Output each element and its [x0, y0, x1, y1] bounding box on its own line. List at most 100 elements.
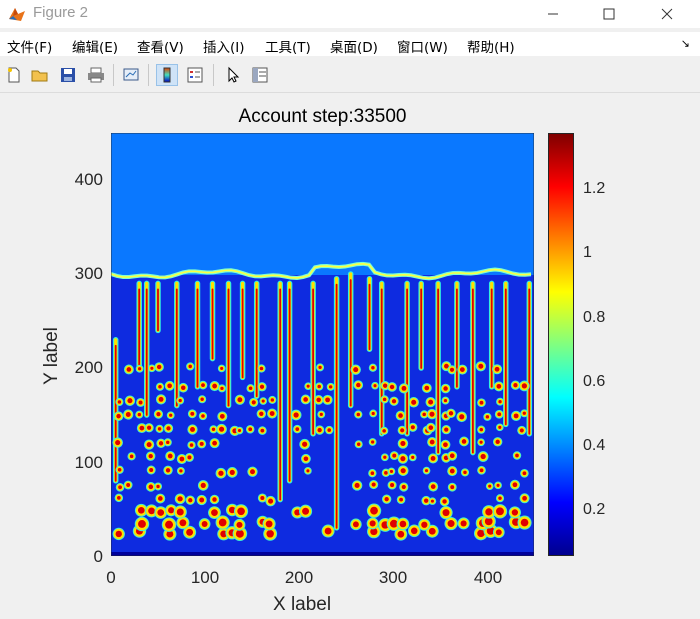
heatmap-droplet-core: [219, 413, 225, 419]
heatmap-droplet-core: [116, 413, 121, 419]
heatmap-droplet-core: [496, 383, 502, 389]
menu-help[interactable]: 帮助(H): [467, 40, 515, 56]
heatmap-droplet-core: [157, 509, 165, 516]
open-file-button[interactable]: [29, 64, 51, 86]
heatmap-droplet-core: [150, 366, 154, 370]
heatmap-droplet-core: [201, 383, 205, 388]
heatmap-droplet-core: [428, 425, 434, 430]
save-button[interactable]: [57, 64, 79, 86]
legend-button[interactable]: [184, 64, 206, 86]
heatmap-droplet-core: [522, 471, 527, 476]
heatmap-droplet-core: [303, 397, 308, 402]
heatmap-droplet-core: [430, 484, 436, 489]
heatmap-droplet-core: [158, 384, 162, 389]
link-plot-button[interactable]: [120, 64, 142, 86]
heatmap-droplet-core: [199, 497, 205, 503]
colorbar-button[interactable]: [156, 64, 178, 86]
menu-insert[interactable]: 插入(I): [203, 40, 245, 56]
heatmap-droplet-core: [488, 484, 492, 488]
heatmap-droplet-core: [495, 439, 500, 445]
heatmap-droplet-core: [117, 467, 122, 472]
menu-view[interactable]: 查看(V): [137, 40, 184, 56]
heatmap-droplet-core: [295, 427, 300, 431]
new-figure-button[interactable]: [3, 64, 25, 86]
legend-icon: [187, 67, 203, 83]
open-file-icon: [31, 70, 48, 82]
property-inspector-icon: [252, 67, 268, 83]
heatmap-droplet-core: [383, 455, 387, 459]
heatmap-droplet-core: [424, 469, 429, 473]
heatmap-droplet-core: [422, 412, 426, 417]
heatmap-droplet-core: [497, 412, 502, 417]
dock-arrow-icon[interactable]: ↘: [680, 38, 690, 50]
menu-edit[interactable]: 编辑(E): [72, 40, 119, 56]
x-axis-label: X label: [273, 594, 332, 615]
heatmap-droplet-core: [463, 470, 467, 475]
heatmap-droplet-core: [329, 385, 333, 389]
heatmap-droplet-core: [519, 428, 524, 433]
heatmap-droplet-core: [178, 398, 182, 403]
maximize-button[interactable]: [586, 0, 632, 28]
heatmap-droplet-core: [248, 427, 253, 432]
minimize-icon: [548, 13, 558, 15]
heatmap-droplet-core: [125, 412, 131, 417]
close-button[interactable]: [644, 0, 690, 28]
heatmap-droplet-core: [237, 507, 245, 516]
heatmap-droplet-core: [126, 483, 131, 487]
heatmap-droplet-core: [449, 468, 455, 474]
heatmap-droplet-core: [423, 498, 429, 503]
heatmap-droplet-core: [201, 414, 205, 418]
edit-plot-button[interactable]: [222, 64, 244, 86]
heatmap-droplet-core: [443, 442, 448, 448]
heatmap-droplet-core: [512, 482, 518, 488]
heatmap-droplet-core: [325, 397, 331, 403]
heatmap-droplet-core: [218, 426, 225, 432]
heatmap-droplet-core: [371, 482, 376, 487]
menu-file[interactable]: 文件(F): [7, 40, 53, 56]
minimize-button[interactable]: [530, 0, 576, 28]
heatmap-droplet-core: [428, 527, 436, 535]
menu-tools[interactable]: 工具(T): [265, 40, 311, 56]
heatmap-droplet-core: [138, 520, 146, 528]
property-inspector-button[interactable]: [249, 64, 271, 86]
heatmap-droplet-core: [186, 528, 194, 536]
menu-desktop[interactable]: 桌面(D): [330, 40, 378, 56]
colorbar-tick-label: 0.8: [583, 309, 606, 326]
heatmap-droplet-core: [428, 399, 434, 405]
pointer-icon: [228, 66, 240, 83]
heatmap-front-line: [111, 263, 532, 280]
heatmap-droplet-core: [146, 425, 152, 430]
heatmap-droplet-core: [520, 518, 529, 527]
heatmap-droplet-core: [218, 518, 227, 527]
heatmap-droplet-core: [479, 427, 484, 432]
heatmap-droplet-core: [294, 509, 301, 516]
axes-title: Account step:33500: [238, 106, 407, 127]
heatmap-droplet-core: [479, 400, 484, 405]
heatmap-droplet-core: [400, 468, 406, 474]
heatmap-droplet-core: [324, 527, 332, 535]
heatmap-droplet-core: [137, 506, 145, 514]
heatmap-droplet-core: [266, 530, 274, 538]
heatmap-droplet-core: [354, 482, 360, 488]
colorbar[interactable]: [548, 133, 574, 556]
matlab-app-icon: [9, 8, 25, 21]
print-button[interactable]: [85, 64, 107, 86]
heatmap-droplet-core: [371, 440, 375, 444]
heatmap-droplet-core: [389, 384, 395, 390]
heatmap-droplet-core: [236, 521, 243, 528]
heatmap-plot[interactable]: [111, 133, 534, 556]
menu-window[interactable]: 窗口(W): [397, 40, 448, 56]
heatmap-droplet-core: [515, 453, 519, 458]
toolbar-separator: [148, 64, 149, 86]
heatmap-droplet-core: [480, 453, 486, 460]
heatmap-droplet-core: [400, 440, 406, 447]
heatmap-droplet-core: [397, 530, 405, 538]
heatmap-droplet-core: [167, 453, 173, 459]
heatmap-droplet-core: [498, 400, 502, 404]
heatmap-droplet-core: [148, 484, 154, 490]
heatmap-droplet-core: [126, 367, 132, 372]
heatmap-droplet-core: [270, 398, 275, 402]
y-axis-label: Y label: [41, 327, 62, 385]
heatmap-droplet-core: [212, 440, 217, 446]
heatmap-droplet-core: [187, 455, 192, 460]
